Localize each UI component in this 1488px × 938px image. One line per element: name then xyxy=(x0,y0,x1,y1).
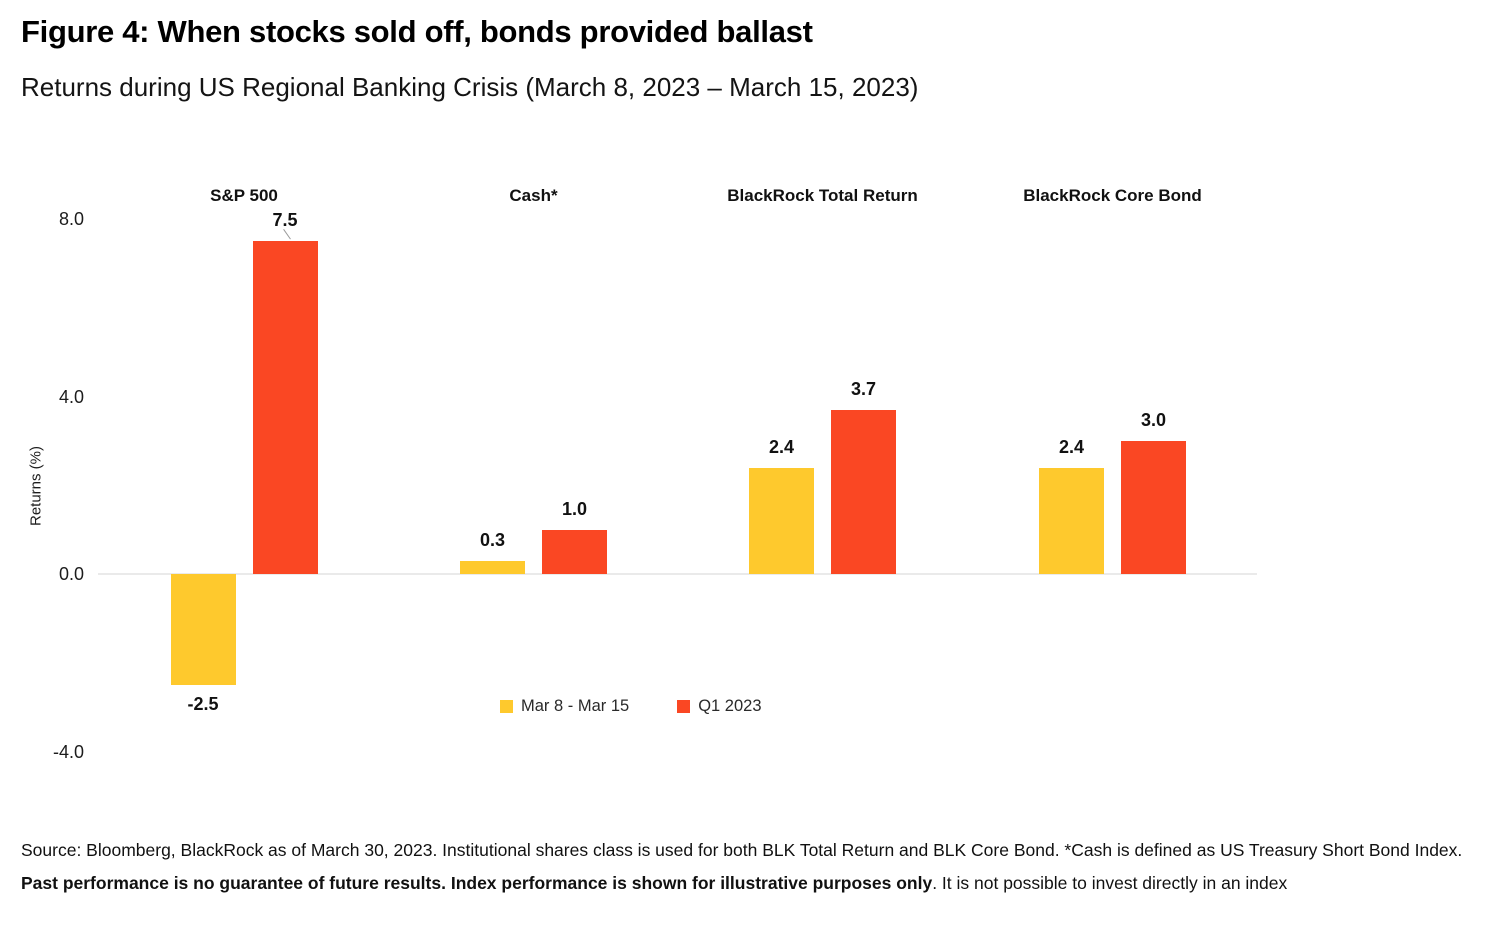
y-axis-tick-label: 4.0 xyxy=(58,386,84,407)
chart-legend: Mar 8 - Mar 15 Q1 2023 xyxy=(500,697,762,716)
bar-value-label: 2.4 xyxy=(768,436,795,457)
legend-label: Mar 8 - Mar 15 xyxy=(521,697,630,715)
bar-q1-2023 xyxy=(252,241,318,574)
legend-item: Mar 8 - Mar 15 xyxy=(500,697,629,716)
y-axis-title: Returns (%) xyxy=(27,445,45,527)
bar-q1-2023 xyxy=(542,529,607,574)
bar-mar8-mar15 xyxy=(170,574,236,685)
figure-title: Figure 4: When stocks sold off, bonds pr… xyxy=(21,14,813,49)
source-note-regular-2: . It is not possible to invest directly … xyxy=(932,872,1288,893)
legend-item: Q1 2023 xyxy=(677,697,762,716)
source-note-regular-1: Source: Bloomberg, BlackRock as of March… xyxy=(21,839,1463,860)
y-axis-tick-label: -4.0 xyxy=(52,741,84,762)
y-axis-tick-label: 0.0 xyxy=(58,564,84,584)
bar-value-label: 1.0 xyxy=(561,498,588,519)
bar-value-label: 3.0 xyxy=(1140,409,1167,430)
legend-label: Q1 2023 xyxy=(698,697,762,715)
y-axis-tick-label: 8.0 xyxy=(58,209,84,229)
category-header: BlackRock Total Return xyxy=(727,186,918,205)
bar-mar8-mar15 xyxy=(749,467,814,574)
category-header: Cash* xyxy=(509,186,558,205)
bar-value-label: 0.3 xyxy=(479,529,506,550)
bar-mar8-mar15 xyxy=(1039,467,1104,574)
source-note-bold: Past performance is no guarantee of futu… xyxy=(21,872,933,893)
bar-value-label: 3.7 xyxy=(850,378,877,399)
source-note: Source: Bloomberg, BlackRock as of March… xyxy=(21,834,1469,900)
bar-value-label: 2.4 xyxy=(1058,436,1085,457)
bar-q1-2023 xyxy=(831,409,896,574)
bar-value-label: -2.5 xyxy=(187,693,219,714)
bar-value-label: 7.5 xyxy=(272,210,298,231)
bar-q1-2023 xyxy=(1121,440,1186,574)
zero-baseline xyxy=(98,573,1257,575)
figure-subtitle: Returns during US Regional Banking Crisi… xyxy=(21,72,919,102)
legend-swatch-icon xyxy=(500,700,513,713)
legend-swatch-icon xyxy=(677,700,691,713)
category-header: S&P 500 xyxy=(210,186,278,205)
category-header: BlackRock Core Bond xyxy=(1023,186,1202,205)
bar-mar8-mar15 xyxy=(460,560,525,574)
